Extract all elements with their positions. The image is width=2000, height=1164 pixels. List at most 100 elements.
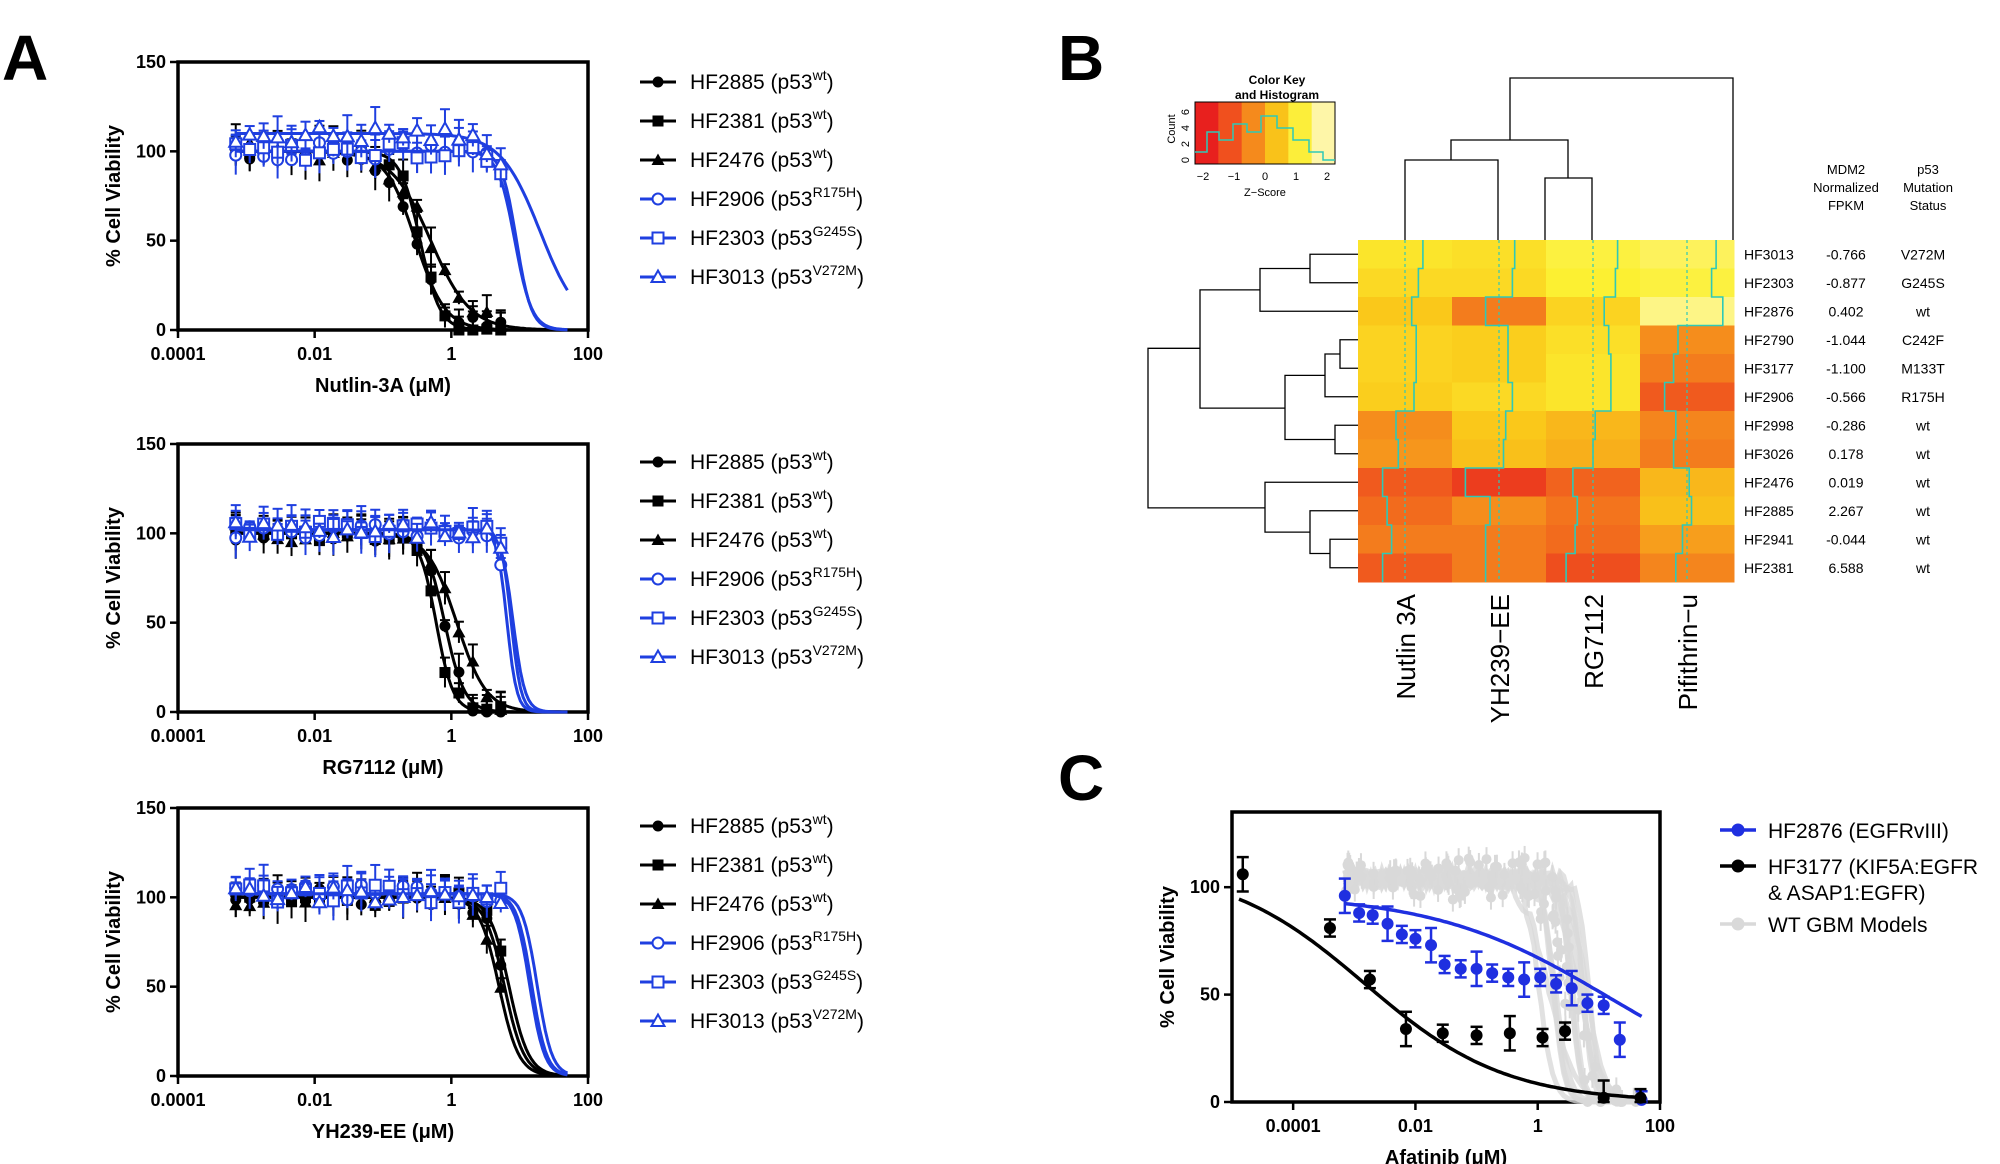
color-key-swatch-2 [1241, 102, 1266, 164]
heatmap-p53-5: R175H [1901, 389, 1945, 405]
a2-ytick-label-1: 50 [146, 977, 166, 997]
a2-legend-marker-5 [649, 1012, 667, 1027]
a0-point-4-10 [368, 149, 382, 163]
a0-point-2-15 [438, 263, 452, 276]
heatmap-col-dendro-4 [1509, 77, 1734, 240]
c-wt-point-20 [1582, 1097, 1593, 1107]
c-point-0-1 [1353, 906, 1366, 919]
a0-xtick-label-3: 100 [573, 344, 603, 364]
a1-point-1-16 [453, 687, 465, 699]
heatmap-row-label-10: HF2941 [1744, 531, 1794, 547]
c-xtick-label-3: 100 [1645, 1116, 1675, 1136]
color-key-ytick-3: 6 [1180, 109, 1192, 115]
c-xtick-label-0: 0.0001 [1266, 1116, 1321, 1136]
c-wt-point-113 [1590, 1061, 1601, 1072]
c-wt-point-29 [1433, 884, 1444, 895]
c-point-0-15 [1565, 982, 1578, 995]
a1-point-5-12 [394, 515, 412, 531]
color-key-xtick-2: 0 [1262, 171, 1268, 183]
c-legend-marker-0 [1731, 823, 1745, 837]
a2-point-5-1 [241, 880, 258, 895]
a0-point-1-11 [383, 159, 395, 171]
a2-point-5-13 [408, 886, 426, 902]
a0-point-5-14 [422, 131, 440, 146]
a2-ytick-label-3: 150 [136, 798, 166, 818]
a2-point-5-15 [436, 886, 454, 901]
heatmap-row-dendro-9 [1264, 481, 1358, 533]
a2-point-1-4 [286, 896, 298, 908]
c-wt-point-11 [1530, 872, 1541, 883]
a1-point-5-6 [311, 522, 328, 537]
heatmap-p53-1: G245S [1901, 275, 1945, 291]
a0-point-1-13 [411, 226, 423, 238]
a0-point-2-18 [480, 305, 494, 317]
a0-point-4-15 [438, 149, 452, 163]
c-point-1-9 [1597, 1091, 1610, 1104]
a0-point-5-13 [408, 122, 426, 137]
a0-point-4-7 [326, 142, 340, 156]
a2-legend-marker-4 [651, 975, 665, 989]
a0-point-5-0 [227, 133, 244, 148]
c-point-0-16 [1581, 997, 1594, 1010]
a0-legend-marker-2 [651, 153, 665, 165]
heatmap-fpkm-2: 0.402 [1828, 303, 1863, 319]
c-point-0-11 [1502, 971, 1515, 984]
a0-point-2-11 [382, 172, 396, 185]
a2-point-5-16 [450, 887, 468, 903]
a2-xtick-label-0: 0.0001 [150, 1090, 205, 1110]
c-xtick-label-1: 0.01 [1398, 1116, 1433, 1136]
a0-frame [176, 60, 590, 332]
heatmap-fpkm-5: -0.566 [1826, 389, 1866, 405]
panel-label-b: B [1058, 22, 1104, 94]
a2-point-4-10 [368, 878, 382, 892]
heatmap-row-dendro-6 [1199, 289, 1285, 409]
a1-fit-line-1 [235, 531, 568, 714]
a2-xtick-label-3: 100 [573, 1090, 603, 1110]
a0-legend-label-0: HF2885 (p53wt) [690, 67, 834, 94]
heatmap-p53-7: wt [1915, 446, 1930, 462]
c-point-0-13 [1534, 971, 1547, 984]
a1-point-5-5 [297, 518, 314, 534]
a2-legend-label-0: HF2885 (p53wt) [690, 811, 834, 838]
a2-legend-label-5: HF3013 (p53V272M) [690, 1006, 864, 1033]
a2-point-5-14 [422, 882, 440, 898]
a1-fit-line-3 [235, 528, 568, 714]
heatmap-row-dendro-7 [1329, 538, 1358, 569]
a1-legend-label-2: HF2476 (p53wt) [690, 525, 834, 552]
heatmap-p53-10: wt [1915, 531, 1930, 547]
c-point-0-14 [1550, 977, 1563, 990]
heatmap-fpkm-8: 0.019 [1828, 474, 1863, 490]
c-wt-point-89 [1573, 1004, 1584, 1015]
heatmap-fpkm-6: -0.286 [1826, 417, 1866, 433]
heatmap-trace-2 [1565, 240, 1619, 582]
a2-xlabel: YH239-EE (μM) [312, 1121, 454, 1143]
a0-point-5-9 [353, 132, 370, 148]
c-wt-point-78 [1552, 950, 1563, 961]
a1-frame [176, 442, 590, 714]
c-wt-point-22 [1562, 914, 1573, 925]
heatmap-row-dendro-10 [1147, 347, 1265, 509]
heatmap-row-label-2: HF2876 [1744, 303, 1794, 319]
color-key-frame [1194, 101, 1336, 165]
color-key-xtick-1: −1 [1228, 171, 1241, 183]
c-wt-point-115 [1516, 859, 1527, 870]
color-key-histogram [1195, 115, 1335, 161]
a1-point-5-7 [325, 528, 342, 543]
a1-point-5-3 [269, 516, 286, 532]
a2-point-5-17 [464, 886, 482, 901]
a2-legend-label-2: HF2476 (p53wt) [690, 889, 834, 916]
a1-legend-marker-1 [652, 495, 664, 507]
heatmap-row-label-11: HF2381 [1744, 560, 1794, 576]
c-wt-point-68 [1420, 864, 1431, 875]
a0-legend-label-3: HF2906 (p53R175H) [690, 184, 863, 211]
heatmap-col-label-2: RG7112 [1579, 594, 1609, 689]
heatmap-row-dendro-1 [1259, 267, 1358, 312]
a1-point-2-15 [438, 581, 452, 594]
a1-ytick-label-3: 150 [136, 434, 166, 454]
heatmap-row-dendro-8 [1309, 510, 1358, 555]
a0-legend-marker-1 [652, 115, 664, 127]
c-point-0-3 [1381, 917, 1394, 930]
heatmap-p53-4: M133T [1901, 360, 1945, 376]
c-wt-point-63 [1561, 961, 1572, 972]
heatmap-trace-3 [1663, 240, 1724, 582]
